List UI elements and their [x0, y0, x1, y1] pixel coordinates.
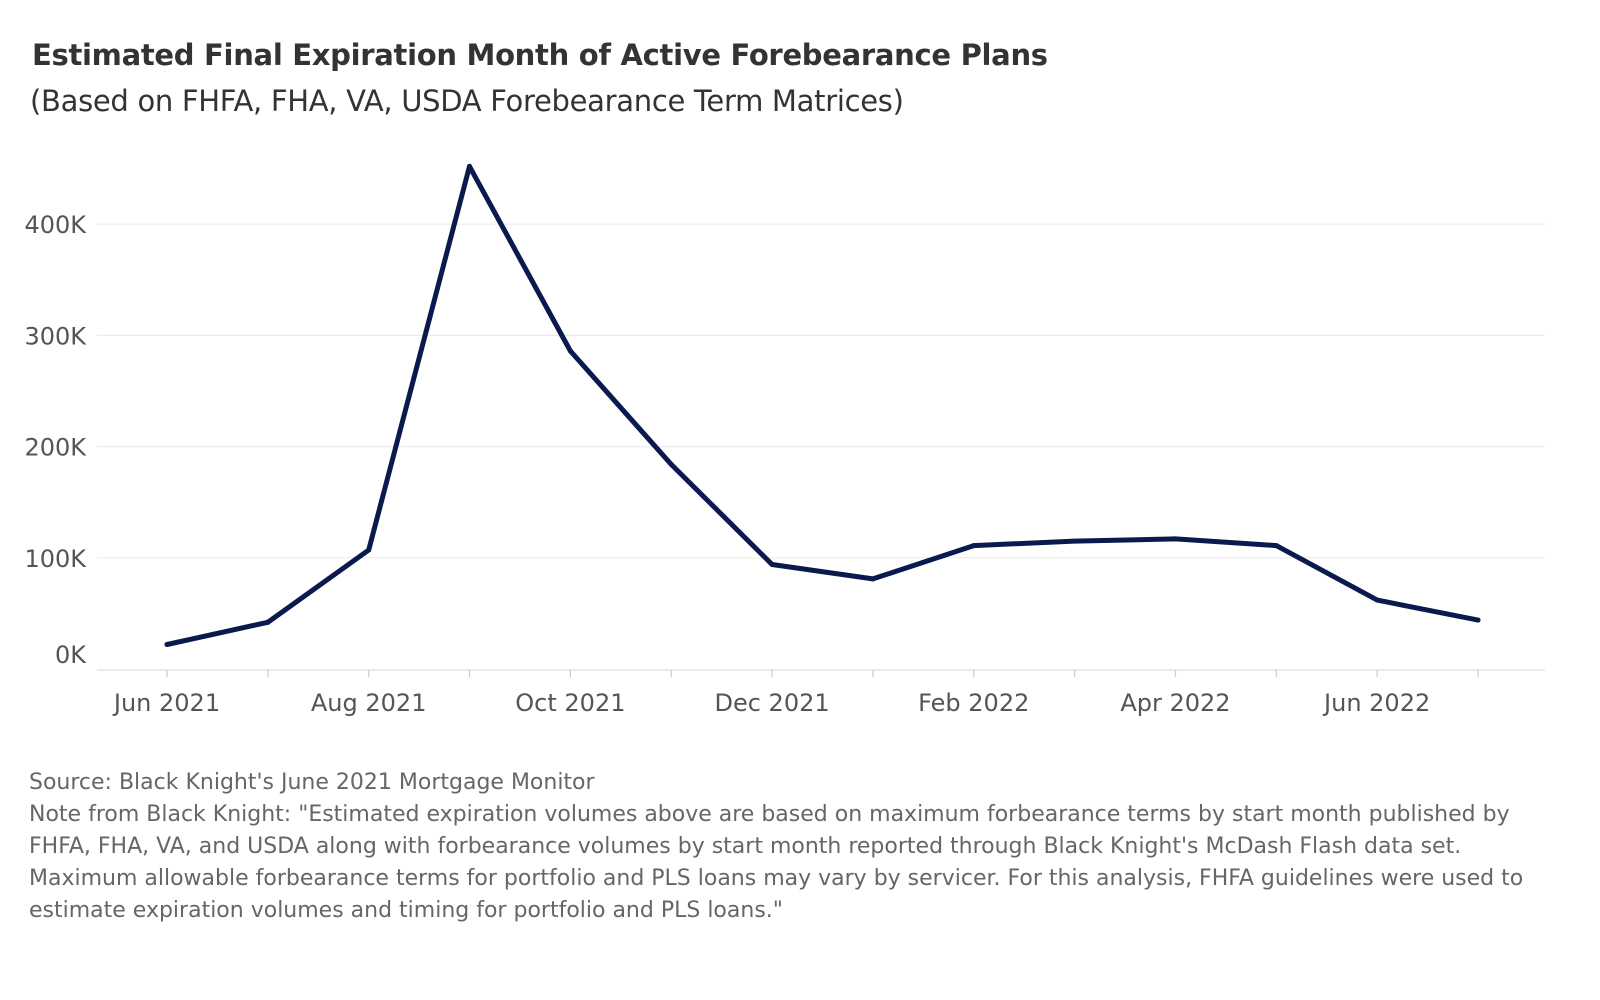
x-axis: Jun 2021 Aug 2021 Oct 2021 Dec 2021 Feb 2022…: [97, 669, 1545, 717]
x-tick-label: Dec 2021: [714, 689, 829, 717]
data-point[interactable]: [1475, 617, 1481, 623]
chart-footer: Source: Black Knight's June 2021 Mortgag…: [29, 767, 1569, 927]
data-point[interactable]: [668, 461, 674, 467]
data-point[interactable]: [265, 619, 271, 625]
x-tick-label: Jun 2022: [1322, 689, 1430, 717]
x-tick-label: Aug 2021: [311, 689, 427, 717]
y-tick-label: 100K: [24, 545, 87, 573]
data-point[interactable]: [971, 543, 977, 549]
data-point[interactable]: [870, 576, 876, 582]
data-point[interactable]: [164, 642, 170, 648]
grid-lines: [97, 223, 1545, 559]
data-point[interactable]: [769, 561, 775, 567]
y-tick-label: 0K: [55, 641, 87, 669]
data-point[interactable]: [567, 348, 573, 354]
data-point[interactable]: [1172, 536, 1178, 542]
x-tick-label: Oct 2021: [515, 689, 625, 717]
y-tick-label: 200K: [24, 434, 87, 462]
data-point[interactable]: [467, 163, 473, 169]
chart-subtitle: (Based on FHFA, FHA, VA, USDA Forebearan…: [30, 84, 904, 118]
y-tick-label: 300K: [24, 322, 87, 350]
series-line: [164, 163, 1481, 647]
data-point[interactable]: [1374, 597, 1380, 603]
data-point[interactable]: [1273, 543, 1279, 549]
y-tick-label: 400K: [24, 211, 87, 239]
x-tick-label: Apr 2022: [1120, 689, 1230, 717]
line-chart: 0K 100K 200K 300K 400K Jun 2021 Aug 2021 Oct 2…: [24, 163, 1545, 717]
source-note: Source: Black Knight's June 2021 Mortgag…: [29, 770, 595, 795]
methodology-note: Note from Black Knight: "Estimated expir…: [29, 802, 1524, 923]
x-tick-label: Feb 2022: [918, 689, 1029, 717]
chart-title: Estimated Final Expiration Month of Acti…: [32, 38, 1048, 72]
series-layer: [164, 163, 1481, 648]
y-axis-ticks: 0K 100K 200K 300K 400K: [24, 211, 87, 669]
data-point[interactable]: [366, 547, 372, 553]
x-tick-label: Jun 2021: [112, 689, 220, 717]
data-point[interactable]: [1072, 538, 1078, 544]
